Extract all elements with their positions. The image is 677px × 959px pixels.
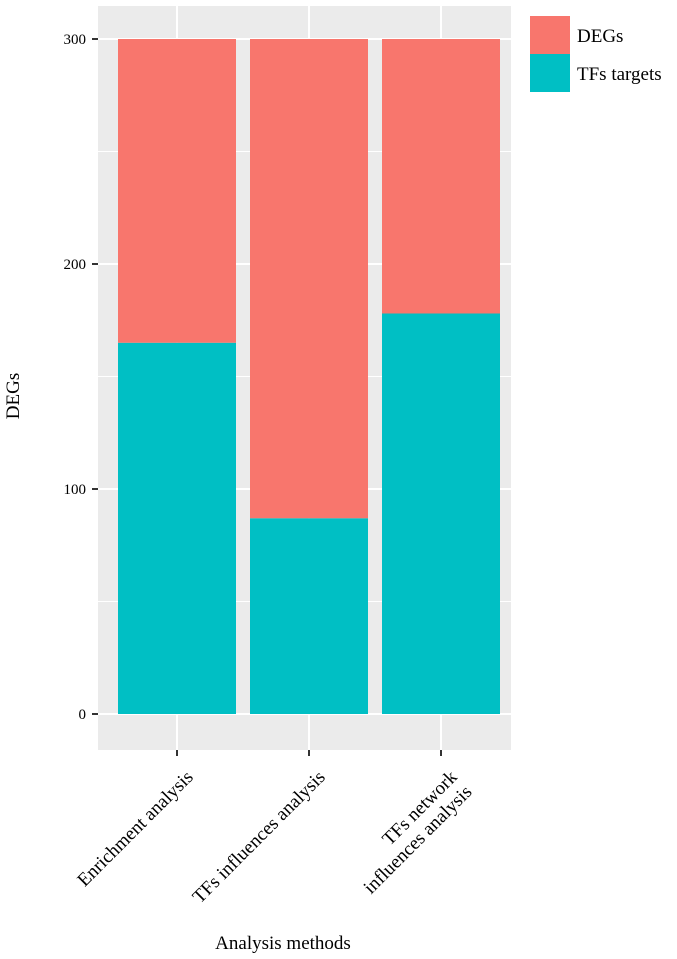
legend-swatch-tfs-targets: [530, 54, 570, 92]
legend-label-degs: DEGs: [577, 26, 623, 47]
bars: [118, 39, 500, 714]
bar-degs: [118, 39, 236, 343]
bar-degs: [250, 39, 368, 519]
x-tick-label: TFs influences analysis: [189, 767, 330, 908]
x-tick-label-line: Enrichment analysis: [73, 767, 197, 891]
y-tick-label: 300: [64, 32, 87, 48]
y-axis: 0 100 200 300: [64, 32, 98, 723]
x-tick-label: Enrichment analysis: [73, 767, 197, 891]
x-tick-label-line: TFs influences analysis: [189, 767, 330, 908]
bar-tfs-targets: [382, 313, 500, 714]
x-axis-title: Analysis methods: [215, 933, 351, 954]
bar-tfs-targets: [250, 518, 368, 714]
y-tick-label: 200: [64, 257, 87, 273]
legend-swatch-degs: [530, 16, 570, 54]
legend-label-tfs-targets: TFs targets: [577, 64, 662, 85]
legend: DEGs TFs targets: [530, 16, 662, 92]
bar-tfs-targets: [118, 342, 236, 714]
y-axis-title: DEGs: [3, 373, 24, 419]
x-tick-label: TFs networkinfluences analysis: [345, 766, 477, 898]
bar-degs: [382, 39, 500, 314]
y-tick-label: 100: [64, 482, 87, 498]
y-tick-label: 0: [79, 707, 87, 723]
